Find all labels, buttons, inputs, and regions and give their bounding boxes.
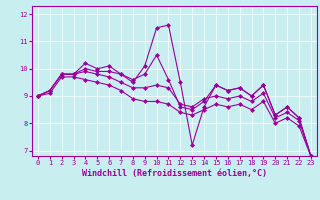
X-axis label: Windchill (Refroidissement éolien,°C): Windchill (Refroidissement éolien,°C): [82, 169, 267, 178]
